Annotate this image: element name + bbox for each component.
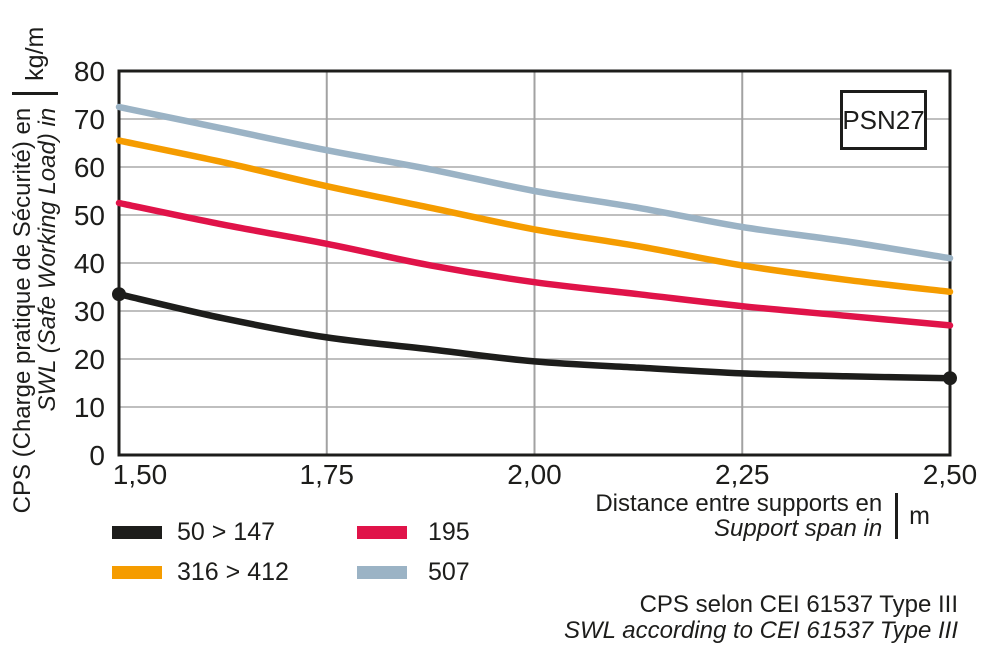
legend-label: 195 [428,517,470,546]
series-line-316-412 [115,137,954,296]
series-endpoint-dot [112,287,126,302]
y-tick-label: 30 [74,296,105,327]
legend-swatch-bluegray [357,565,407,579]
series-endpoint-dot [943,371,957,386]
y-axis-title: CPS (Charge pratique de Sécurité) en SWL… [0,20,75,520]
x-tick-label: 1,50 [113,459,168,490]
y-tick-label: 70 [74,104,105,135]
product-reference-box: PSN27 [840,90,927,150]
y-tick-label: 0 [89,440,105,471]
x-tick-label: 1,75 [300,459,355,490]
y-tick-label: 40 [74,248,105,279]
x-axis-title-en: Support span in [714,515,883,542]
x-axis-unit: m [909,501,930,530]
series-line-50-147 [115,290,954,382]
y-axis-unit-divider [12,91,58,95]
y-axis-unit: kg/m [20,26,49,81]
y-tick-label: 50 [74,200,105,231]
legend-swatch-red [357,525,407,539]
x-tick-label: 2,25 [715,459,770,490]
x-axis-title: Distance entre supports en Support span … [595,491,930,541]
y-tick-label: 10 [74,392,105,423]
x-tick-label: 2,50 [923,459,978,490]
standard-note-en: SWL according to CEI 61537 Type III [564,617,958,644]
x-axis-title-fr: Distance entre supports en [595,490,883,517]
y-axis-title-text: CPS (Charge pratique de Sécurité) en SWL… [9,107,61,514]
y-tick-label: 20 [74,344,105,375]
product-reference-label: PSN27 [842,104,925,135]
y-tick-label: 80 [74,56,105,87]
legend-swatch-orange [112,565,162,579]
series-line-195 [115,199,954,329]
series-line-507 [115,103,954,262]
legend-item: 507 [357,557,470,586]
plot-frame [117,69,952,457]
legend-swatch-black [112,525,162,539]
legend-item: 195 [357,517,470,546]
standard-note: CPS selon CEI 61537 Type III SWL accordi… [564,592,958,644]
legend-item: 316 > 412 [112,557,289,586]
legend-label: 507 [428,557,470,586]
legend-label: 316 > 412 [177,557,289,586]
x-axis-unit-divider [895,493,899,539]
y-tick-label: 60 [74,152,105,183]
y-axis-title-fr: CPS (Charge pratique de Sécurité) en [9,107,36,514]
y-axis-title-en: SWL (Safe Working Load) in [34,107,61,412]
legend-label: 50 > 147 [177,517,276,546]
standard-note-fr: CPS selon CEI 61537 Type III [639,591,958,618]
legend-item: 50 > 147 [112,517,276,546]
x-tick-label: 2,00 [507,459,562,490]
x-axis-title-text: Distance entre supports en Support span … [595,491,882,541]
